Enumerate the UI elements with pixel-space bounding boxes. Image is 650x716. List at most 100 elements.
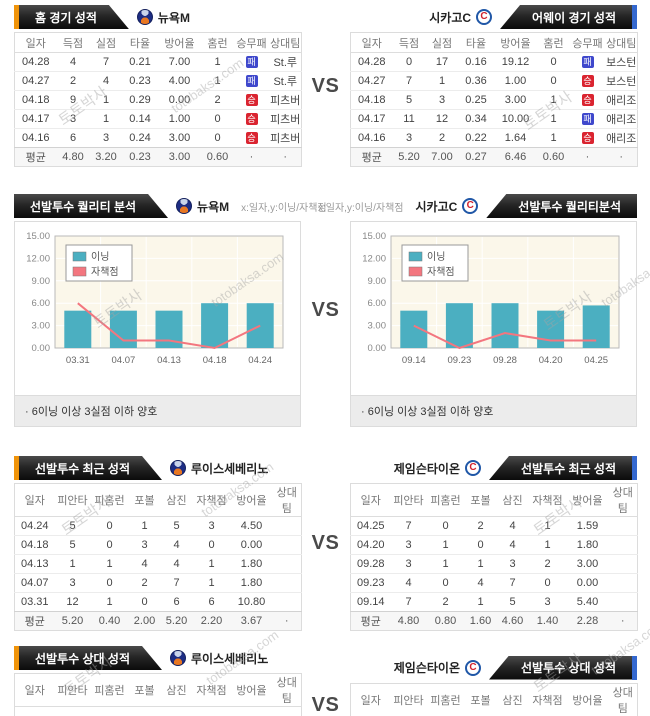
table-cell bbox=[608, 516, 638, 536]
table-cell: 7 bbox=[390, 592, 427, 612]
table-cell: 1 bbox=[89, 90, 123, 110]
table-cell: 1.80 bbox=[566, 535, 609, 555]
table-cell: 1 bbox=[89, 109, 123, 129]
table-cell: 0 bbox=[537, 71, 570, 91]
table-cell: 애리조 bbox=[605, 128, 638, 148]
table-cell: 0 bbox=[201, 128, 234, 148]
column-header: 일자 bbox=[350, 483, 391, 517]
table-cell: 1.59 bbox=[566, 516, 609, 536]
average-row: 평균 4.80 0.80 1.60 4.60 1.40 2.28 · bbox=[350, 611, 638, 631]
table-row: 04.18 5 3 0.25 3.00 1 승 애리조 bbox=[350, 90, 638, 110]
table-row: 04.28 4 7 0.21 7.00 1 패 St.루 bbox=[14, 52, 302, 72]
mets-logo-icon bbox=[170, 650, 186, 666]
table-cell: 1.60 bbox=[464, 611, 497, 631]
table-cell: 패 bbox=[233, 71, 270, 91]
win-badge: 승 bbox=[245, 132, 258, 145]
section-title-band: 선발투수 최근 성적 bbox=[489, 456, 632, 480]
table-cell: 3.00 bbox=[157, 147, 202, 167]
column-header: 방어율 bbox=[157, 32, 202, 53]
table-cell: 1 bbox=[90, 554, 129, 574]
column-header: 피홈런 bbox=[90, 673, 129, 707]
table-cell: 11 bbox=[392, 109, 426, 129]
table-cell: 0 bbox=[426, 573, 465, 593]
column-header: 방어율 bbox=[230, 673, 273, 707]
table-cell: 3.00 bbox=[566, 554, 609, 574]
svg-text:04.18: 04.18 bbox=[203, 355, 227, 366]
table-cell: 1.64 bbox=[493, 128, 538, 148]
table-cell: 3 bbox=[390, 554, 427, 574]
table-cell: St.루 bbox=[269, 71, 302, 91]
table-cell: 피츠버 bbox=[269, 128, 302, 148]
vs-label: VS bbox=[311, 693, 340, 716]
column-header: 일자 bbox=[350, 683, 391, 716]
orange-edge bbox=[14, 5, 19, 29]
table-cell: 4 bbox=[56, 52, 90, 72]
table-cell: 1 bbox=[464, 554, 497, 574]
table-cell: 승 bbox=[233, 128, 270, 148]
svg-text:09.28: 09.28 bbox=[493, 355, 517, 366]
table-cell: 5 bbox=[496, 592, 529, 612]
table-cell: 12 bbox=[54, 592, 91, 612]
column-header: 승무패 bbox=[233, 32, 270, 53]
table-cell bbox=[272, 554, 302, 574]
table-cell: 0.23 bbox=[122, 71, 158, 91]
table-cell: 3 bbox=[192, 516, 231, 536]
table-cell: 12 bbox=[425, 109, 459, 129]
table-cell: 5 bbox=[54, 535, 91, 555]
home-record-table: 일자 득점 실점 타율 방어율 홈런 승무패 상대팀 04.28 4 7 0.21 7.00 1 패 St.… bbox=[14, 32, 302, 167]
section-title: 홈 경기 성적 bbox=[35, 10, 97, 25]
table-cell: 7.00 bbox=[157, 52, 202, 72]
table-cell: 04.24 bbox=[14, 516, 55, 536]
table-cell: 4 bbox=[89, 71, 123, 91]
home-pitcher-recent-panel: 선발투수 최근 성적 루이스세베리노 일자 피안타 피홈런 포볼 삼진 자책점 방어율 상대팀… bbox=[14, 456, 302, 631]
column-header: 방어율 bbox=[566, 483, 609, 517]
away-pitcher-name: 제임슨타이온 bbox=[393, 661, 460, 675]
table-cell: 승 bbox=[569, 90, 606, 110]
table-cell bbox=[272, 535, 302, 555]
table-cell: 1.80 bbox=[230, 554, 273, 574]
table-cell: 패 bbox=[569, 52, 606, 72]
table-header-row: 일자 피안타 피홈런 포볼 삼진 자책점 방어율 상대팀 bbox=[14, 483, 302, 517]
column-header: 홈런 bbox=[201, 32, 234, 53]
section-title-band: 선발투수 퀄리티 분석 bbox=[14, 194, 168, 218]
home-quality-chart-box: 0.00 3.00 6.00 9.00 12.00 15.00 03.31 04.07 04.1… bbox=[14, 221, 301, 427]
column-header: 피안타 bbox=[54, 673, 91, 707]
away-quality-chart-box: 0.00 3.00 6.00 9.00 12.00 15.00 09.14 09.23 09.2… bbox=[350, 221, 637, 427]
away-pitcher-recent-table: 일자 피안타 피홈런 포볼 삼진 자책점 방어율 상대팀 04.25 7 0 2 4 1 1.59 04.2… bbox=[350, 483, 638, 631]
svg-text:12.00: 12.00 bbox=[362, 253, 386, 264]
away-pitcher-tag: 제임슨타이온 C bbox=[386, 460, 489, 477]
svg-text:15.00: 15.00 bbox=[362, 231, 386, 242]
win-badge: 승 bbox=[581, 94, 594, 107]
home-pitcher-vs-header: 선발투수 상대 성적 루이스세베리노 bbox=[14, 646, 301, 670]
table-cell: · bbox=[569, 147, 606, 167]
table-cell: 보스턴 bbox=[605, 71, 638, 91]
table-cell: 5 bbox=[160, 516, 193, 536]
column-header: 피홈런 bbox=[426, 683, 465, 716]
blue-edge bbox=[632, 655, 637, 680]
table-row: 04.16 3 2 0.22 1.64 1 승 애리조 bbox=[350, 128, 638, 148]
section-title: 선발투수 퀄리티 분석 bbox=[30, 199, 137, 214]
svg-text:이닝: 이닝 bbox=[91, 251, 109, 263]
table-cell: 04.25 bbox=[350, 516, 391, 536]
table-cell: · bbox=[605, 147, 638, 167]
table-cell: 0 bbox=[528, 573, 567, 593]
table-cell: 19.12 bbox=[493, 52, 538, 72]
table-cell: 6 bbox=[160, 592, 193, 612]
column-header: 득점 bbox=[392, 32, 426, 53]
column-header: 상대팀 bbox=[272, 673, 302, 707]
svg-text:9.00: 9.00 bbox=[32, 276, 51, 287]
column-header: 홈런 bbox=[537, 32, 570, 53]
table-cell: 04.16 bbox=[14, 128, 57, 148]
column-header: 일자 bbox=[14, 673, 55, 707]
table-cell: 0.60 bbox=[537, 147, 570, 167]
column-header: 일자 bbox=[350, 32, 393, 53]
section-title: 선발투수 최근 성적 bbox=[35, 461, 130, 476]
loss-badge: 패 bbox=[581, 113, 594, 126]
table-cell: 1 bbox=[201, 71, 234, 91]
away-team-tag: 시카고C C bbox=[421, 9, 500, 26]
svg-text:04.13: 04.13 bbox=[157, 355, 181, 366]
table-cell: 04.27 bbox=[14, 71, 57, 91]
column-header: 자책점 bbox=[528, 683, 567, 716]
table-header-row: 일자 피안타 피홈런 포볼 삼진 자책점 방어율 상대팀 bbox=[350, 683, 638, 716]
